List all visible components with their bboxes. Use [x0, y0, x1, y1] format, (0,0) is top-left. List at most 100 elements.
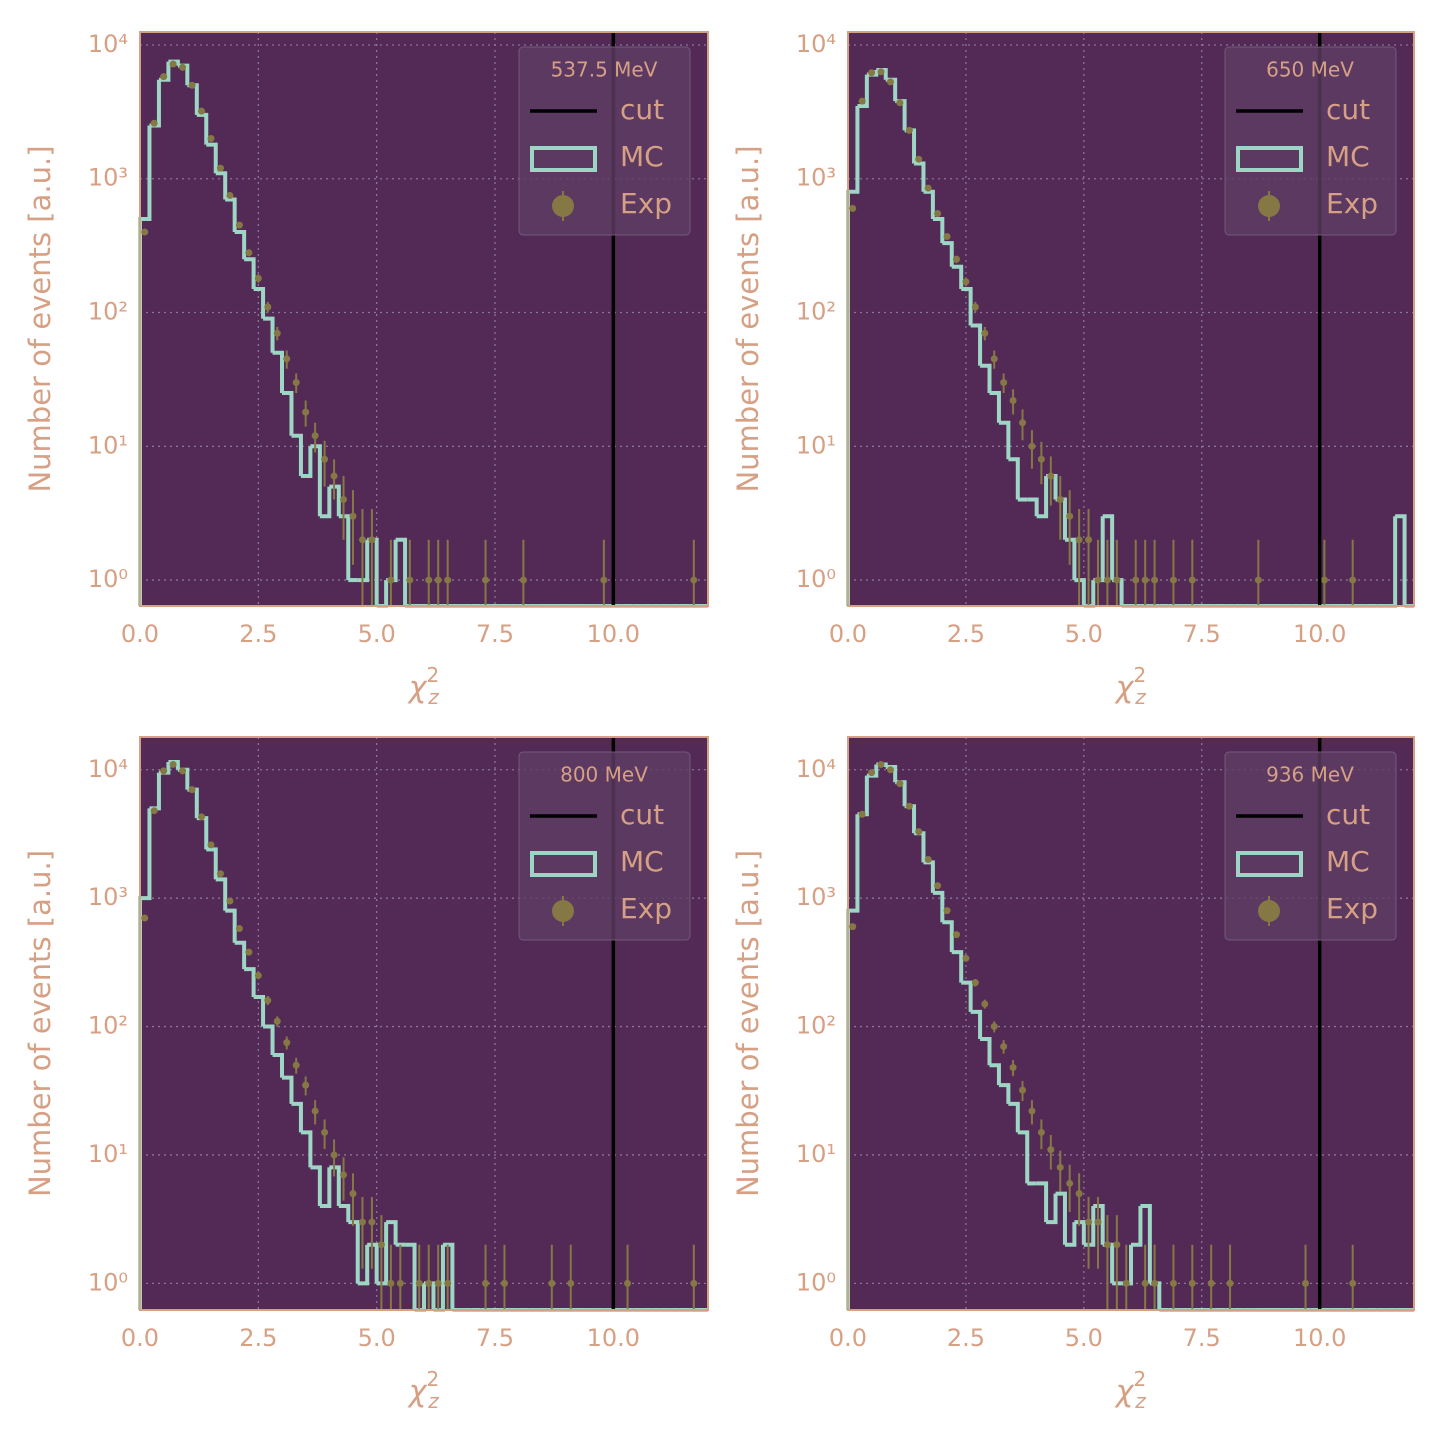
data-point — [1113, 576, 1121, 584]
histogram-bin — [1093, 1204, 1105, 1245]
x-tick-label: 0.0 — [829, 1324, 867, 1352]
data-point — [254, 971, 262, 979]
legend-swatch — [1258, 195, 1280, 217]
plot-frame — [139, 736, 709, 1311]
data-point — [971, 979, 979, 987]
y-tick-label: 10⁴ — [88, 30, 128, 58]
legend-label: Exp — [1326, 187, 1378, 220]
x-tick-label: 5.0 — [1065, 620, 1103, 648]
y-tick-label: 10³ — [88, 164, 128, 192]
data-point — [690, 1279, 698, 1287]
data-point — [1047, 1146, 1055, 1154]
data-point — [141, 914, 149, 922]
data-point — [434, 1279, 442, 1287]
data-point — [415, 1279, 423, 1287]
y-tick-label: 10³ — [88, 883, 128, 911]
histogram-bin — [263, 316, 275, 353]
legend-box — [518, 46, 691, 236]
data-point — [406, 576, 414, 584]
data-point — [160, 73, 168, 81]
histogram-bin — [989, 391, 1001, 423]
subplot: 0.0 2.5 5.0 7.5 10.0 10⁰ 10¹ 10² 10³ 10⁴ 800 MeV cu… — [23, 736, 709, 1413]
data-point — [358, 1218, 366, 1226]
data-point — [235, 925, 243, 933]
legend-swatch — [552, 900, 574, 922]
x-tick-label: 10.0 — [1293, 1324, 1346, 1352]
data-point — [849, 923, 857, 931]
data-point — [425, 576, 433, 584]
data-point — [952, 931, 960, 939]
x-tick-label: 0.0 — [829, 620, 867, 648]
data-point — [1349, 576, 1357, 584]
data-point — [1103, 1241, 1111, 1249]
x-tick-label: 0.0 — [121, 1324, 159, 1352]
histogram-bin — [970, 1009, 983, 1039]
data-point — [849, 204, 857, 212]
y-tick-label: 10⁴ — [88, 755, 128, 783]
x-tick-label: 7.5 — [476, 1324, 514, 1352]
histogram-bin — [367, 1242, 379, 1284]
legend-title: 936 MeV — [1266, 763, 1354, 787]
data-point — [292, 1061, 300, 1069]
data-point — [567, 1279, 575, 1287]
data-point — [160, 767, 168, 775]
data-point — [858, 810, 866, 818]
histogram-bin — [215, 877, 228, 911]
histogram-bin — [1074, 578, 1086, 606]
data-point — [444, 1279, 452, 1287]
data-point — [1019, 1086, 1027, 1094]
histogram-bin — [932, 217, 945, 244]
legend-label: Exp — [620, 892, 672, 925]
histogram-bin — [282, 1075, 294, 1104]
histogram-bin — [1131, 1206, 1143, 1247]
data-point — [169, 60, 177, 68]
y-tick-label: 10³ — [796, 883, 836, 911]
data-point — [990, 355, 998, 363]
data-point — [482, 1279, 490, 1287]
data-point — [330, 472, 338, 480]
legend-box — [1224, 46, 1397, 236]
data-point — [600, 576, 608, 584]
data-point — [349, 1190, 357, 1198]
data-point — [962, 954, 970, 962]
data-point — [1047, 472, 1055, 480]
data-point — [302, 408, 310, 416]
data-point — [1132, 576, 1140, 584]
data-point — [245, 948, 253, 956]
data-point — [1094, 576, 1102, 584]
data-point — [877, 68, 885, 76]
y-axis-label: Number of events [a.u.] — [731, 145, 765, 492]
x-axis-label: χ2 z — [1114, 1367, 1147, 1413]
histogram-bin — [319, 1167, 332, 1209]
x-tick-label: 7.5 — [476, 620, 514, 648]
histogram-bin — [1102, 514, 1115, 581]
histogram-bin — [234, 229, 247, 260]
data-point — [482, 576, 490, 584]
data-point — [1000, 1042, 1008, 1050]
legend-label: cut — [1326, 798, 1370, 831]
y-tick-label: 10⁴ — [796, 30, 836, 58]
subplot: 0.0 2.5 5.0 7.5 10.0 10⁰ 10¹ 10² 10³ 10⁴ 650 MeV cu… — [731, 30, 1415, 709]
data-point — [1188, 1279, 1196, 1287]
histogram-bin — [282, 391, 294, 436]
data-point — [311, 1107, 319, 1115]
data-point — [349, 512, 357, 520]
histogram-bin — [338, 1204, 351, 1223]
data-point — [1141, 1279, 1149, 1287]
y-tick-label: 10¹ — [796, 431, 836, 459]
histogram-bin — [1046, 1193, 1058, 1225]
histogram-bin — [1008, 457, 1020, 500]
subplot: 0.0 2.5 5.0 7.5 10.0 10⁰ 10¹ 10² 10³ 10⁴ 537.5 MeV… — [23, 30, 709, 709]
legend-label: MC — [1326, 845, 1370, 878]
x-tick-label: 2.5 — [947, 620, 985, 648]
data-point — [188, 81, 196, 89]
histogram-bin — [1055, 1191, 1067, 1245]
histogram-bin — [1036, 475, 1049, 519]
data-point — [1009, 1063, 1017, 1071]
histogram-bin — [300, 1130, 313, 1168]
histogram-bin — [405, 1242, 417, 1310]
histogram-bin — [291, 1101, 303, 1133]
data-point — [264, 303, 272, 311]
data-point — [340, 496, 348, 504]
data-point — [368, 1218, 376, 1226]
